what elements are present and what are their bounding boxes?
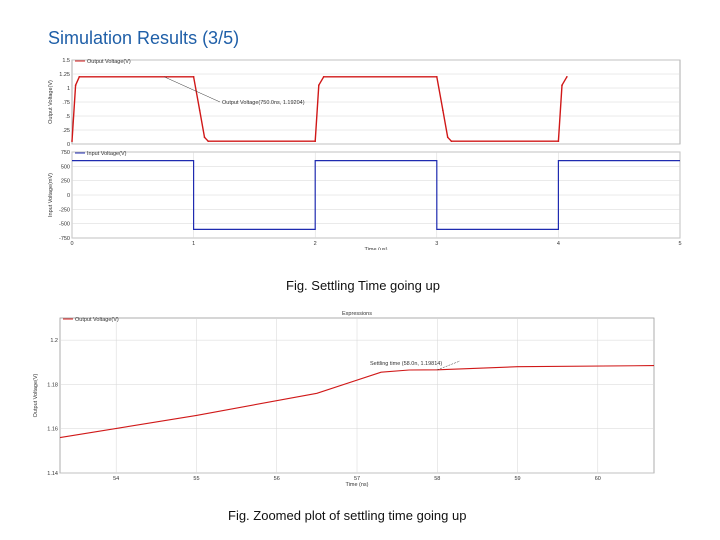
data-point xyxy=(442,109,444,112)
series-line xyxy=(72,160,680,231)
data-point xyxy=(207,140,209,142)
y-tick-label: 1 xyxy=(67,86,70,92)
y-tick-label: 250 xyxy=(61,179,70,185)
y-tick-label: 1.25 xyxy=(59,72,70,78)
data-point xyxy=(561,84,563,86)
y-axis-label: Input Voltage(mV) xyxy=(48,173,54,217)
caption-settling-time: Fig. Settling Time going up xyxy=(286,278,440,293)
data-point xyxy=(322,76,325,78)
data-point xyxy=(192,76,195,78)
y-tick-label: -750 xyxy=(59,236,70,242)
legend-label: Input Voltage(V) xyxy=(87,151,127,157)
series-line xyxy=(59,365,655,439)
x-axis-label: Time (ns) xyxy=(345,482,368,488)
data-point xyxy=(71,140,73,142)
data-point xyxy=(78,76,81,78)
plot-title: Expressions xyxy=(342,311,372,317)
y-tick-label: 1.14 xyxy=(47,471,58,477)
x-tick-label: 3 xyxy=(435,241,438,247)
y-tick-label: -500 xyxy=(59,222,70,228)
y-tick-label: 1.5 xyxy=(62,58,70,64)
slide-title: Simulation Results (3/5) xyxy=(48,28,240,48)
data-point xyxy=(198,109,201,112)
data-point xyxy=(436,76,438,78)
y-axis-label: Output Voltage(V) xyxy=(48,80,54,124)
data-point xyxy=(446,136,449,139)
data-point xyxy=(318,84,320,86)
x-tick-label: 2 xyxy=(314,241,317,247)
data-point xyxy=(203,136,206,139)
x-tick-label: 55 xyxy=(193,476,199,482)
x-tick-label: 1 xyxy=(192,241,195,247)
x-tick-label: 0 xyxy=(70,241,73,247)
y-tick-label: -250 xyxy=(59,207,70,213)
x-tick-label: 60 xyxy=(595,476,601,482)
zoomed-settling-plot: 1.2 1.18 1.16 1.14 54 55 56 57 58 59 60 Output Volt… xyxy=(33,311,655,488)
annotation-label: Output Voltage(750.0ns, 1.19204) xyxy=(222,100,305,106)
y-tick-label: 1.2 xyxy=(50,338,58,344)
y-tick-label: .75 xyxy=(62,100,70,106)
data-point xyxy=(557,140,560,142)
annotation-leader xyxy=(437,360,461,371)
x-tick-label: 56 xyxy=(274,476,280,482)
y-tick-label: 1.18 xyxy=(47,382,58,388)
data-point xyxy=(74,84,77,86)
y-tick-label: 0 xyxy=(67,193,70,199)
data-point xyxy=(314,140,317,142)
y-tick-label: 0 xyxy=(67,142,70,148)
x-tick-label: 4 xyxy=(557,241,560,247)
data-point xyxy=(566,76,568,78)
x-tick-label: 5 xyxy=(678,241,681,247)
annotation-leader xyxy=(164,76,221,103)
data-point xyxy=(450,140,453,142)
caption-zoomed-plot: Fig. Zoomed plot of settling time going … xyxy=(228,508,467,523)
x-tick-label: 58 xyxy=(434,476,440,482)
y-tick-label: .25 xyxy=(62,128,70,134)
x-tick-label: 57 xyxy=(354,476,360,482)
x-tick-label: 54 xyxy=(113,476,119,482)
annotation-label: Settling time (58.0n, 1.19814) xyxy=(370,361,442,367)
y-tick-label: 1.16 xyxy=(47,427,58,433)
legend-label: Output Voltage(V) xyxy=(75,317,119,323)
legend-label: Output Voltage(V) xyxy=(87,59,131,65)
y-tick-label: .5 xyxy=(65,114,70,120)
y-axis-label: Output Voltage(V) xyxy=(33,373,39,417)
y-tick-label: 500 xyxy=(61,164,70,170)
x-tick-label: 59 xyxy=(514,476,520,482)
output-voltage-plot: 1.5 1.25 1 .75 .5 .25 0 Output Voltage(V) Output… xyxy=(48,58,681,148)
y-tick-label: 750 xyxy=(61,150,70,156)
x-axis-label: Time (us) xyxy=(364,247,387,250)
